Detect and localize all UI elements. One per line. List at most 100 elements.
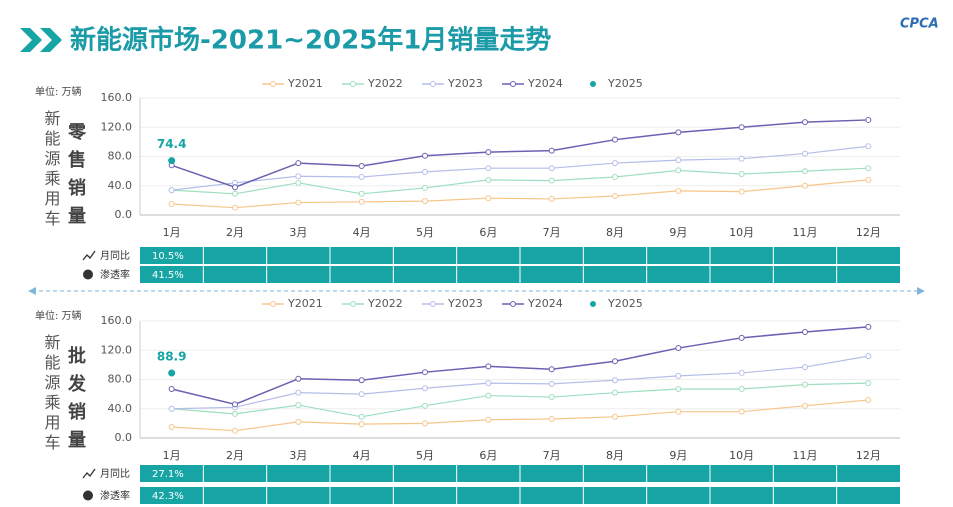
data-point [232,427,238,434]
data-point [548,394,555,401]
legend-marker [590,301,596,307]
data-point [675,129,682,136]
data-point [612,192,618,199]
data-point [168,424,175,431]
x-tick-label: 7月 [543,449,561,462]
data-point [865,143,872,150]
data-point [422,402,428,409]
pie-icon [83,269,93,280]
data-point [612,413,618,420]
x-tick-label: 10月 [729,449,754,462]
data-point [802,364,808,371]
series-line [171,119,869,189]
data-point [548,366,555,373]
legend-label: Y2024 [527,297,563,310]
legend-marker [510,301,516,307]
data-point [485,195,492,202]
x-tick-label: 9月 [669,449,687,462]
data-point [168,157,176,165]
data-point [865,380,872,387]
row-label: 月同比 [100,468,130,480]
data-point [738,124,745,131]
data-point [232,410,238,417]
y-tick-label: 40.0 [108,179,133,192]
data-point [802,168,808,175]
data-point [612,160,618,167]
data-point [548,380,555,387]
data-point [295,173,302,180]
data-point [675,167,682,174]
legend-label: Y2021 [287,297,323,310]
data-point [548,415,555,422]
series-line [171,145,869,191]
legend-marker [350,301,356,307]
x-tick-label: 4月 [353,449,371,462]
divider-arrow [917,287,925,295]
data-point [295,179,302,186]
row-label: 月同比 [100,250,130,262]
data-point [865,353,872,360]
data-point [232,190,238,197]
chart-title: 零售销量 [65,122,87,234]
legend-label: Y2023 [447,77,483,90]
series-line [171,382,869,418]
data-point [422,198,428,205]
x-tick-label: 8月 [606,449,624,462]
pie-icon [83,490,93,501]
data-point [802,402,808,409]
x-tick-label: 5月 [416,226,434,239]
x-tick-label: 11月 [793,226,818,239]
data-point [422,184,428,191]
x-tick-label: 5月 [416,449,434,462]
data-point [675,408,682,415]
data-point [232,184,238,191]
chevrons [20,28,62,52]
legend-label: Y2024 [527,77,563,90]
data-point [865,323,872,330]
data-point [485,392,492,399]
x-tick-label: 4月 [353,226,371,239]
data-point [358,163,365,170]
data-point [422,369,428,376]
unit-label: 单位: 万辆 [35,309,82,322]
x-tick-label: 8月 [606,226,624,239]
side-label: 新能源乘用车 [42,110,61,230]
side-label: 新能源乘用车 [42,334,61,454]
data-point [802,182,808,189]
y-tick-label: 80.0 [108,150,133,163]
series-line [171,167,869,195]
slide-title: 新能源市场-2021~2025年1月销量走势 [70,25,551,56]
data-point [422,168,428,175]
y-tick-label: 120.0 [101,120,133,133]
data-point [548,177,555,184]
x-tick-label: 7月 [543,226,561,239]
x-tick-label: 11月 [793,449,818,462]
legend-label: Y2025 [607,297,643,310]
data-point [232,204,238,211]
data-point [485,165,492,172]
legend-label: Y2021 [287,77,323,90]
data-point [612,358,618,365]
unit-label: 单位: 万辆 [35,85,82,98]
legend-marker [510,81,516,87]
data-point [865,176,872,183]
row-cell: 27.1% [152,469,184,480]
data-point [738,155,745,162]
legend-label: Y2022 [367,297,403,310]
y-tick-label: 80.0 [108,373,133,386]
data-point [738,386,745,393]
data-point [485,176,492,183]
data-point [358,173,365,180]
data-point [232,401,238,408]
data-point [675,372,682,379]
legend-label: Y2022 [367,77,403,90]
data-point [865,165,872,172]
data-point [295,160,302,167]
data-point [612,389,618,396]
data-point [802,381,808,388]
series-line [171,355,869,410]
series-line [171,179,869,209]
data-point [738,188,745,195]
x-tick-label: 10月 [729,226,754,239]
legend-marker [270,81,276,87]
